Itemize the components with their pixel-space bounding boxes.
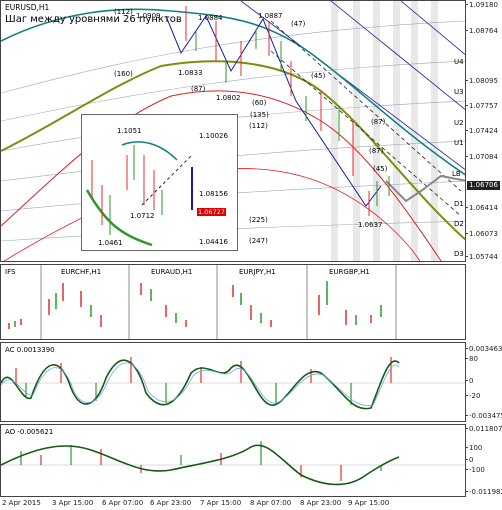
level-label-d1: D1 bbox=[454, 200, 464, 208]
peak-label: 1.0802 bbox=[216, 94, 241, 102]
ma-period-label: (47) bbox=[291, 20, 306, 28]
ac-title: AC 0.0013390 bbox=[5, 346, 55, 354]
ma-period-label: (87) bbox=[371, 118, 386, 126]
time-tick: 6 Apr 07:00 bbox=[102, 499, 144, 507]
inset-chart-canvas bbox=[85, 141, 193, 247]
chart-symbol-title: EURUSD,H1 bbox=[5, 3, 50, 12]
ma-period-label: (225) bbox=[249, 216, 268, 224]
ma-period-label: (45) bbox=[311, 72, 326, 80]
inset-current-price-tag: 1.06727 bbox=[197, 208, 226, 216]
level-label-lb: LB bbox=[452, 170, 461, 178]
ifs-pane[interactable]: IFS EURCHF,H1 EURAUD,H1 EURJPY,H1 EURGBP… bbox=[0, 264, 466, 340]
ifs-title: IFS bbox=[5, 268, 16, 276]
ma-period-label: (45) bbox=[373, 165, 388, 173]
ma-period-label: (87) bbox=[369, 147, 384, 155]
level-label-u1: U1 bbox=[454, 139, 464, 147]
inset-chart[interactable]: 1.1051 1.0712 1.0461 1.10026 1.08156 1.0… bbox=[81, 114, 238, 251]
ifs-symbol-label: EURCHF,H1 bbox=[61, 268, 102, 276]
ifs-axis bbox=[466, 264, 502, 340]
time-tick: 9 Apr 15:00 bbox=[348, 499, 390, 507]
ao-axis: 0.011807 100 0 -100 -0.011982 bbox=[464, 424, 502, 497]
price-tick: 1.07084 bbox=[465, 153, 498, 161]
peak-label: 1.0884 bbox=[198, 14, 223, 22]
ao-pane[interactable]: AO -0.005621 bbox=[0, 424, 466, 497]
price-tick: 1.06414 bbox=[465, 204, 498, 212]
time-tick: 8 Apr 07:00 bbox=[250, 499, 292, 507]
inset-peak-label: 1.0461 bbox=[98, 239, 123, 247]
main-price-axis[interactable]: 1.09180 1.08764 1.08095 1.07757 1.07424 … bbox=[465, 0, 502, 262]
time-axis: 2 Apr 2015 3 Apr 15:00 6 Apr 07:00 6 Apr… bbox=[0, 497, 502, 510]
time-tick: 8 Apr 23:00 bbox=[300, 499, 342, 507]
main-chart-pane[interactable]: 1.1051 1.0712 1.0461 1.10026 1.08156 1.0… bbox=[0, 0, 466, 262]
ma-period-label: (112) bbox=[114, 8, 133, 16]
ifs-symbol-label: EURAUD,H1 bbox=[151, 268, 193, 276]
ma-period-label: (247) bbox=[249, 237, 268, 245]
time-tick: 7 Apr 15:00 bbox=[200, 499, 242, 507]
current-price-tag: 1.06706 bbox=[467, 181, 500, 190]
peak-label: 1.0833 bbox=[178, 69, 203, 77]
inset-peak-label: 1.1051 bbox=[117, 127, 142, 135]
price-tick: 1.07424 bbox=[465, 127, 498, 135]
peak-label: 1.0887 bbox=[258, 12, 283, 20]
price-tick: 1.08764 bbox=[465, 27, 498, 35]
chart-caption: Шаг между уровнями 26 пунктов bbox=[5, 14, 182, 25]
level-label-u4: U4 bbox=[454, 58, 464, 66]
ma-period-label: (112) bbox=[249, 122, 268, 130]
ac-axis: 0.003463 80 0 -20 -0.003475 bbox=[464, 342, 502, 422]
ao-title: AO -0.005621 bbox=[5, 428, 54, 436]
ifs-symbol-label: EURJPY,H1 bbox=[239, 268, 276, 276]
peak-label: 1.0909 bbox=[136, 12, 161, 20]
ma-period-label: (160) bbox=[114, 70, 133, 78]
level-label-u3: U3 bbox=[454, 88, 464, 96]
peak-label: 1.0637 bbox=[358, 221, 383, 229]
time-tick: 6 Apr 23:00 bbox=[150, 499, 192, 507]
level-label-d2: D2 bbox=[454, 220, 464, 228]
ma-period-label: (60) bbox=[252, 99, 267, 107]
ma-period-label: (87) bbox=[191, 85, 206, 93]
ac-pane[interactable]: AC 0.0013390 bbox=[0, 342, 466, 422]
inset-price-axis: 1.10026 1.08156 1.06727 1.04416 bbox=[197, 132, 228, 246]
ifs-symbol-label: EURGBP,H1 bbox=[329, 268, 370, 276]
inset-peak-label: 1.0712 bbox=[130, 212, 155, 220]
level-label-u2: U2 bbox=[454, 119, 464, 127]
price-tick: 1.09180 bbox=[465, 1, 498, 9]
ifs-canvas bbox=[8, 265, 397, 339]
level-label-d3: D3 bbox=[454, 250, 464, 258]
ma-period-label: (135) bbox=[250, 111, 269, 119]
price-tick: 1.07757 bbox=[465, 102, 498, 110]
ac-canvas bbox=[1, 357, 465, 410]
ao-canvas bbox=[1, 441, 465, 486]
price-tick: 1.05744 bbox=[465, 253, 498, 261]
price-tick: 1.08095 bbox=[465, 77, 498, 85]
main-chart-canvas bbox=[1, 1, 465, 261]
time-tick: 3 Apr 15:00 bbox=[52, 499, 94, 507]
price-tick: 1.06073 bbox=[465, 230, 498, 238]
time-tick: 2 Apr 2015 bbox=[2, 499, 41, 507]
